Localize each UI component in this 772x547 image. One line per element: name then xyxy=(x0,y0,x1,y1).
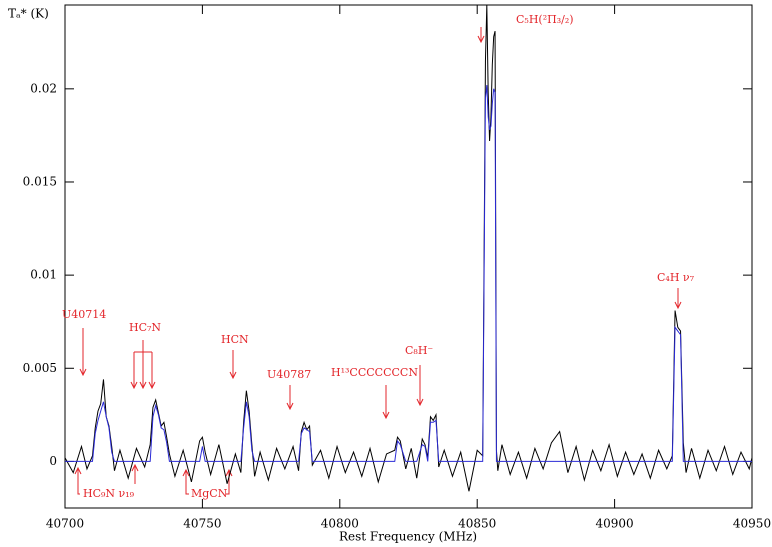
annotation: U40714 xyxy=(62,308,106,321)
annotation: U40787 xyxy=(267,368,311,381)
arrow xyxy=(182,468,233,495)
arrow xyxy=(674,288,682,310)
arrow xyxy=(286,385,294,411)
annotation: MgCN xyxy=(191,487,228,500)
arrow xyxy=(416,365,424,407)
x-tick-label: 40800 xyxy=(321,517,359,531)
arrow xyxy=(477,27,485,44)
annotations: U40714 HC₇N HCN U40787 H¹³CCCCCCCN C₈H⁻ … xyxy=(62,13,695,500)
y-tick-label: 0.015 xyxy=(23,174,57,188)
plot-frame xyxy=(64,4,753,509)
arrow xyxy=(229,350,237,380)
arrow xyxy=(130,340,156,390)
arrow xyxy=(382,385,390,420)
annotation: C₄H ν₇ xyxy=(657,271,695,284)
annotation: HC₇N xyxy=(129,321,161,334)
spectrum-line xyxy=(65,85,752,462)
y-tick-label: 0 xyxy=(49,454,57,468)
arrow xyxy=(74,463,139,495)
x-tick-label: 40850 xyxy=(458,517,496,531)
x-tick-label: 40950 xyxy=(733,517,771,531)
y-tick-label: 0.02 xyxy=(30,81,57,95)
x-axis-label: Rest Frequency (MHz) xyxy=(339,530,477,544)
annotation: C₈H⁻ xyxy=(405,344,433,357)
x-tick-label: 40750 xyxy=(183,517,221,531)
annotation: HC₉N ν₁₉ xyxy=(83,487,135,500)
y-tick-label: 0.005 xyxy=(23,361,57,375)
y-axis-label: Tₐ* (K) xyxy=(8,7,49,21)
annotation: HCN xyxy=(221,333,249,346)
spectrum-line xyxy=(64,4,753,492)
arrow xyxy=(79,328,87,377)
x-tick-label: 40900 xyxy=(596,517,634,531)
annotation: C₅H(²Π₃/₂) xyxy=(516,13,574,26)
annotation: H¹³CCCCCCCN xyxy=(331,366,418,379)
x-tick-label: 40700 xyxy=(46,517,84,531)
y-tick-label: 0.01 xyxy=(30,268,57,282)
